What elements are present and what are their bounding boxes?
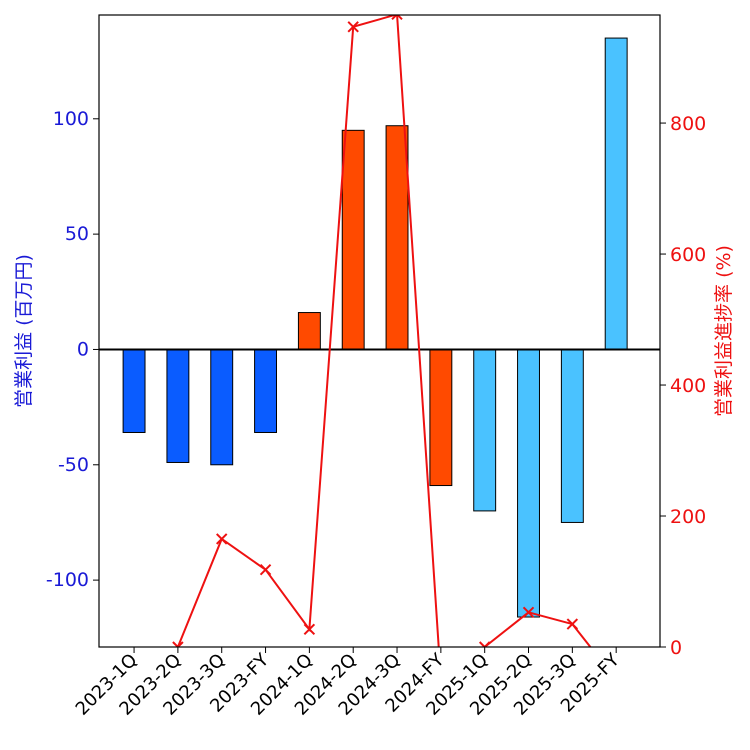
bar-2023-2Q [166,348,190,463]
bar-2023-1Q [122,348,146,433]
y2-tick-label: 400 [670,375,706,397]
bar-2024-1Q [297,312,321,350]
bar-series [122,37,628,618]
bar-2025-FY [604,37,628,350]
x-axis: 2023-1Q2023-2Q2023-3Q2023-FY2024-1Q2024-… [72,647,624,720]
marker-2025-FY [611,675,621,685]
plot-frame [98,14,661,648]
progress-line [176,15,592,647]
marker-2023-3Q [216,533,228,545]
y2-tick-label: 800 [670,113,706,135]
marker-2025-3Q [566,618,579,630]
y-tick-label: 50 [65,223,89,245]
y-tick-label: 0 [77,338,89,360]
left-axis: -100 -50 0 50 100 [46,108,99,591]
bar-2024-FY [429,348,453,487]
y-tick-label: 100 [53,108,89,130]
marker-2024-1Q [303,623,316,636]
marker-2023-FY [259,564,272,576]
y2-tick-label: 200 [670,506,706,528]
marker-2024-3Q [391,15,403,21]
bar-2025-1Q [473,348,497,512]
bar-2024-3Q [385,125,409,350]
y2-tick-label: 0 [670,637,682,659]
y-tick-label: -100 [46,569,89,591]
right-axis: 0 200 400 600 800 [660,113,706,659]
bar-2023-FY [254,348,278,433]
y-tick-label: -50 [58,454,89,476]
bar-2025-3Q [560,348,584,523]
marker-2023-2Q [172,641,184,647]
bar-2023-3Q [210,348,234,466]
marker-2024-2Q [347,21,359,33]
marker-2025-1Q [478,641,491,647]
y-axis-label: 営業利益 (百万円) [13,254,35,408]
y2-axis-label: 営業利益進捗率 (%) [713,245,735,417]
bar-2025-2Q [517,348,540,618]
bar-2024-2Q [341,129,365,350]
y2-tick-label: 600 [670,244,706,266]
marker-2025-2Q [522,606,535,618]
line-series [172,15,621,685]
